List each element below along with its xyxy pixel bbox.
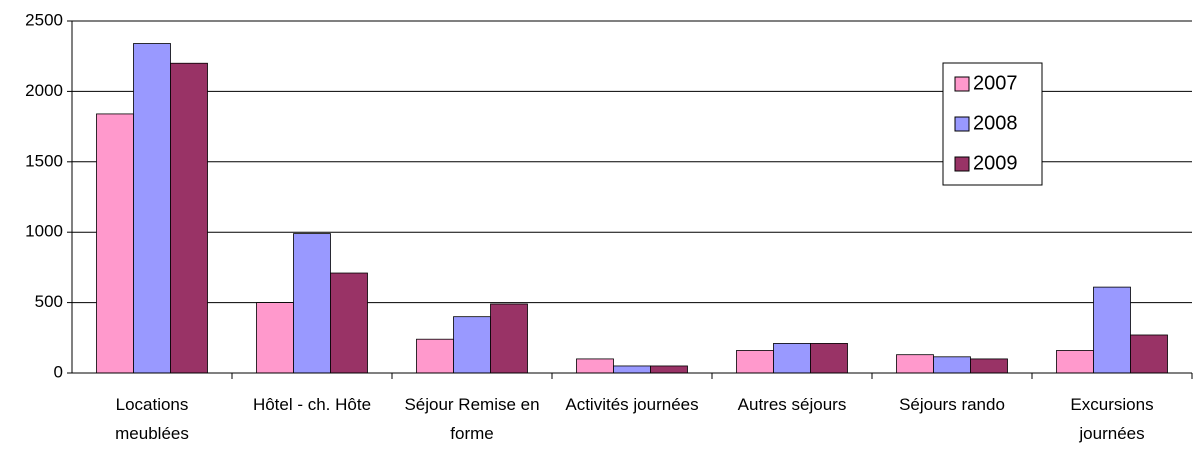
bar bbox=[896, 354, 934, 374]
bar bbox=[256, 302, 294, 374]
bar bbox=[1130, 334, 1168, 374]
x-tick-label: Activités journées bbox=[565, 395, 699, 414]
x-tick-label: Hôtel - ch. Hôte bbox=[252, 395, 372, 414]
x-tick-label: Excursions journées bbox=[1070, 395, 1154, 443]
bar bbox=[576, 358, 614, 374]
y-tick-label: 1500 bbox=[25, 151, 63, 170]
bar bbox=[736, 350, 774, 374]
x-tick-label: Autres séjours bbox=[737, 395, 847, 414]
legend-swatch bbox=[954, 116, 970, 132]
y-tick-label: 2500 bbox=[25, 10, 63, 29]
y-tick-label: 2000 bbox=[25, 81, 63, 100]
y-tick-label: 500 bbox=[35, 292, 63, 311]
bar bbox=[96, 113, 134, 374]
bar bbox=[293, 233, 331, 374]
x-tick-label: Séjour Remise en forme bbox=[404, 395, 540, 443]
legend-swatch bbox=[954, 76, 970, 92]
bar bbox=[613, 365, 651, 374]
bar bbox=[330, 272, 368, 374]
bar bbox=[650, 365, 688, 374]
bar bbox=[1093, 286, 1131, 374]
bar bbox=[453, 316, 491, 374]
legend-label: 2008 bbox=[973, 112, 1018, 134]
x-tick-label: Séjours rando bbox=[899, 395, 1005, 414]
bar bbox=[416, 338, 454, 374]
bar bbox=[970, 358, 1008, 374]
bar bbox=[933, 356, 971, 374]
bar bbox=[810, 343, 848, 374]
legend-swatch bbox=[954, 156, 970, 172]
y-tick-label: 1000 bbox=[25, 222, 63, 241]
bar bbox=[133, 43, 171, 374]
x-tick-label: Locations meublées bbox=[115, 395, 189, 443]
bar bbox=[490, 303, 528, 374]
legend-label: 2007 bbox=[973, 72, 1018, 94]
legend-label: 2009 bbox=[973, 152, 1018, 174]
bar bbox=[170, 62, 208, 374]
bar bbox=[773, 343, 811, 374]
y-tick-label: 0 bbox=[54, 362, 63, 381]
bar bbox=[1056, 350, 1094, 374]
